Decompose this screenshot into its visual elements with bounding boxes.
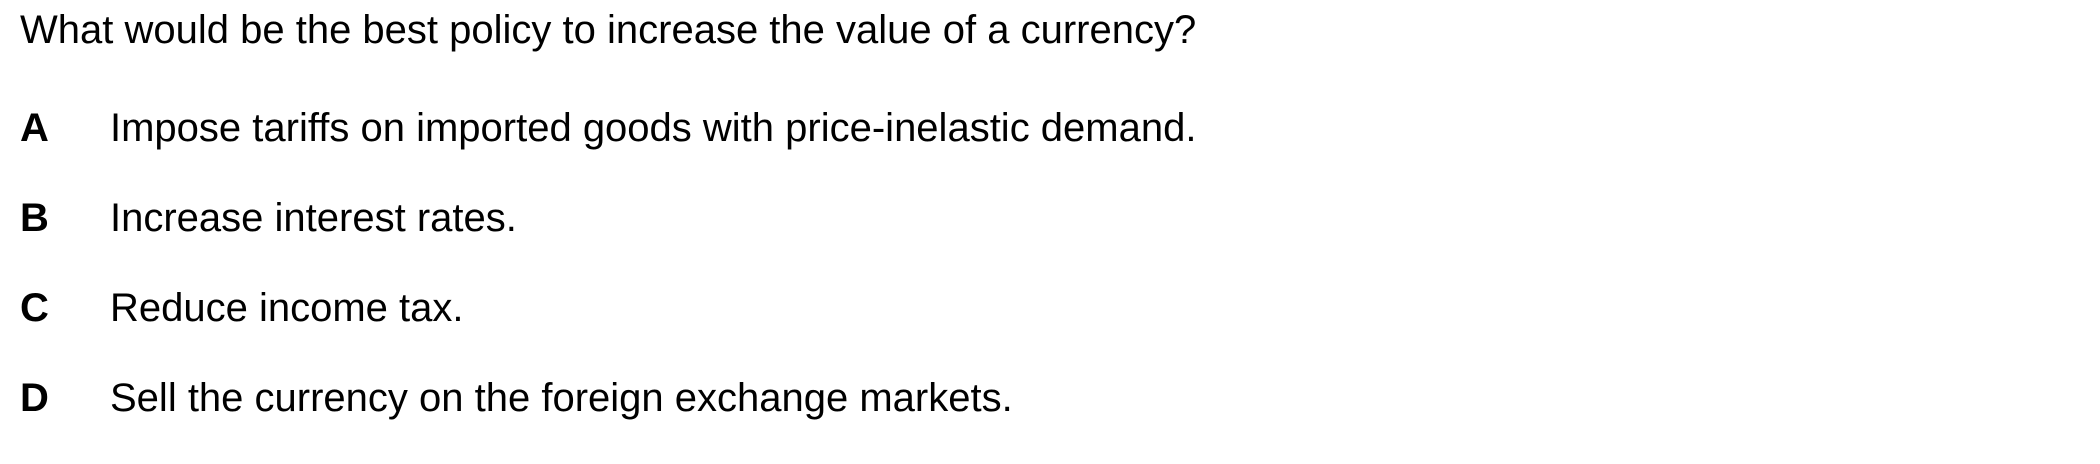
answer-options-list: A Impose tariffs on imported goods with … <box>20 104 1196 464</box>
answer-option-a: A Impose tariffs on imported goods with … <box>20 104 1196 152</box>
answer-option-c: C Reduce income tax. <box>20 284 1196 332</box>
option-letter: D <box>20 375 49 420</box>
option-text: Sell the currency on the foreign exchang… <box>110 375 1013 420</box>
option-text: Reduce income tax. <box>110 285 464 330</box>
answer-option-b: B Increase interest rates. <box>20 194 1196 242</box>
answer-option-d: D Sell the currency on the foreign excha… <box>20 374 1196 422</box>
option-letter: B <box>20 195 49 240</box>
question-text: What would be the best policy to increas… <box>20 8 1197 52</box>
option-letter: A <box>20 105 49 150</box>
option-letter: C <box>20 285 49 330</box>
option-text: Increase interest rates. <box>110 195 517 240</box>
option-text: Impose tariffs on imported goods with pr… <box>110 105 1197 150</box>
